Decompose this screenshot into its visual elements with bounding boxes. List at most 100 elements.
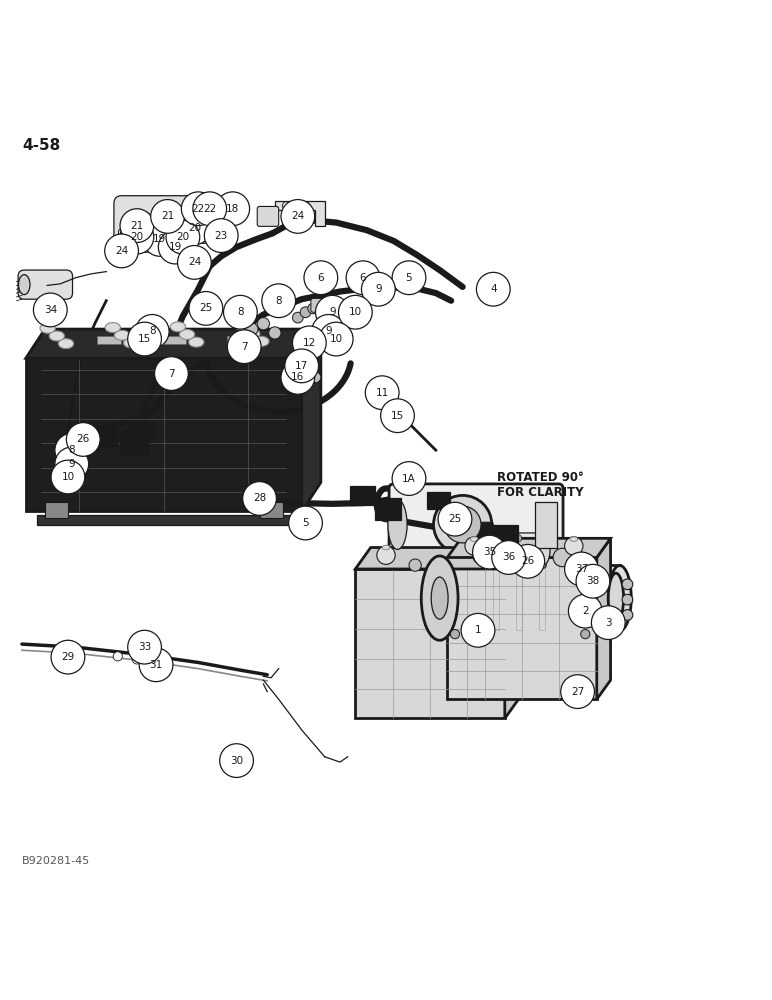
Ellipse shape — [19, 275, 30, 295]
Bar — [540, 565, 546, 630]
Circle shape — [514, 534, 522, 542]
FancyBboxPatch shape — [18, 270, 73, 299]
Circle shape — [191, 217, 205, 231]
FancyBboxPatch shape — [153, 243, 173, 255]
FancyBboxPatch shape — [127, 422, 154, 442]
Circle shape — [55, 433, 89, 467]
Bar — [439, 565, 620, 630]
Circle shape — [564, 537, 583, 555]
Ellipse shape — [422, 556, 458, 640]
Text: 34: 34 — [44, 305, 57, 315]
Circle shape — [205, 219, 238, 252]
Bar — [493, 565, 499, 630]
Ellipse shape — [179, 329, 195, 339]
Ellipse shape — [245, 329, 260, 339]
Text: 18: 18 — [226, 204, 239, 214]
Ellipse shape — [209, 203, 226, 236]
Ellipse shape — [388, 500, 407, 549]
FancyBboxPatch shape — [427, 492, 449, 509]
Circle shape — [304, 261, 337, 295]
Circle shape — [216, 192, 249, 226]
Circle shape — [473, 630, 482, 639]
Text: 25: 25 — [449, 514, 462, 524]
Circle shape — [269, 327, 281, 339]
Text: 24: 24 — [291, 211, 304, 221]
Circle shape — [296, 381, 307, 392]
Circle shape — [143, 223, 177, 256]
Circle shape — [564, 552, 598, 586]
Circle shape — [51, 460, 85, 494]
Circle shape — [566, 561, 581, 577]
Text: 38: 38 — [586, 576, 600, 586]
Bar — [45, 502, 68, 518]
Ellipse shape — [49, 331, 65, 341]
Text: 9: 9 — [329, 307, 336, 317]
Text: 30: 30 — [230, 756, 243, 766]
Ellipse shape — [428, 566, 451, 631]
Bar — [516, 565, 523, 630]
FancyBboxPatch shape — [120, 436, 147, 456]
Text: 15: 15 — [138, 334, 151, 344]
FancyBboxPatch shape — [168, 246, 187, 256]
Ellipse shape — [382, 545, 390, 550]
Circle shape — [289, 506, 323, 540]
Text: 7: 7 — [168, 369, 174, 379]
Circle shape — [125, 213, 137, 226]
FancyBboxPatch shape — [463, 533, 546, 568]
Text: 8: 8 — [69, 445, 75, 455]
FancyBboxPatch shape — [90, 426, 117, 446]
Circle shape — [132, 655, 141, 664]
Ellipse shape — [608, 573, 624, 623]
Text: 26: 26 — [521, 556, 534, 566]
Ellipse shape — [124, 338, 139, 348]
Circle shape — [310, 372, 321, 383]
Text: 21: 21 — [161, 211, 174, 221]
Polygon shape — [302, 329, 321, 511]
Text: 19: 19 — [154, 234, 167, 244]
Circle shape — [120, 209, 154, 242]
Circle shape — [139, 648, 173, 682]
FancyBboxPatch shape — [129, 240, 154, 252]
Text: 3: 3 — [605, 618, 611, 628]
Circle shape — [576, 564, 610, 598]
Text: 19: 19 — [168, 242, 182, 252]
Circle shape — [465, 537, 483, 555]
Polygon shape — [275, 201, 325, 226]
Text: 22: 22 — [203, 204, 216, 214]
Text: 27: 27 — [571, 687, 584, 697]
Ellipse shape — [171, 322, 185, 332]
Text: 20: 20 — [130, 232, 144, 242]
Bar — [162, 336, 186, 344]
Text: 36: 36 — [502, 552, 515, 562]
Circle shape — [178, 246, 212, 279]
Circle shape — [492, 541, 526, 574]
Circle shape — [151, 200, 185, 233]
Text: 33: 33 — [138, 642, 151, 652]
FancyBboxPatch shape — [350, 486, 374, 505]
FancyBboxPatch shape — [389, 484, 563, 566]
Text: 35: 35 — [482, 547, 496, 557]
Circle shape — [450, 630, 459, 639]
Circle shape — [506, 533, 514, 541]
Circle shape — [293, 312, 303, 323]
Text: 26: 26 — [76, 434, 90, 444]
Circle shape — [262, 284, 296, 318]
Circle shape — [281, 200, 315, 233]
Circle shape — [560, 675, 594, 708]
Circle shape — [105, 234, 138, 268]
Text: 8: 8 — [237, 307, 244, 317]
Text: 5: 5 — [302, 518, 309, 528]
Circle shape — [444, 506, 481, 543]
Circle shape — [591, 606, 625, 639]
Circle shape — [227, 330, 261, 364]
Circle shape — [476, 272, 510, 306]
Text: 21: 21 — [130, 221, 144, 231]
Circle shape — [320, 322, 353, 356]
Text: 16: 16 — [291, 372, 304, 382]
Circle shape — [158, 230, 192, 264]
Text: 1A: 1A — [402, 474, 416, 484]
Circle shape — [181, 219, 193, 232]
FancyBboxPatch shape — [375, 498, 401, 520]
Circle shape — [55, 447, 89, 481]
Bar — [227, 336, 252, 344]
